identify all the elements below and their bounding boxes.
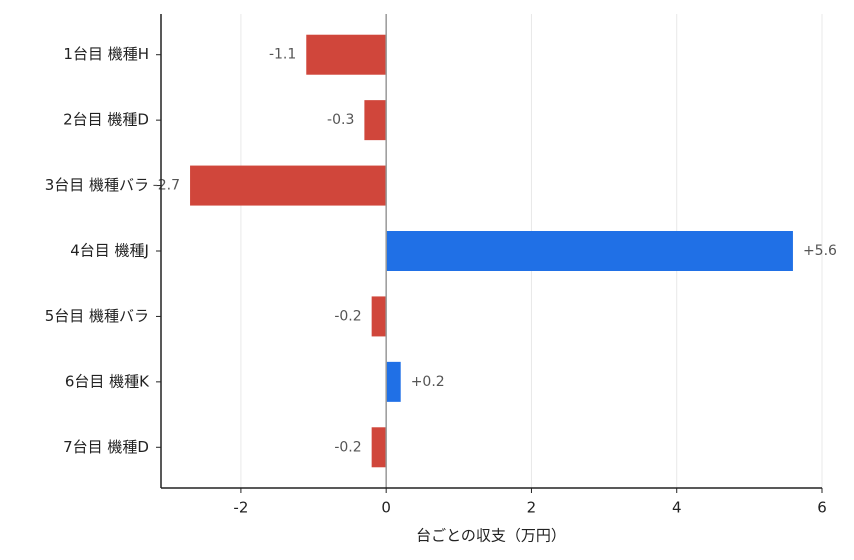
value-label: -1.1 (269, 47, 296, 63)
y-tick-label: 6台目 機種K (65, 372, 150, 390)
x-tick-label: -2 (233, 499, 248, 517)
bar (386, 231, 793, 271)
y-tick-label: 1台目 機種H (63, 45, 149, 63)
y-tick-label: 7台目 機種D (63, 438, 149, 456)
y-tick-label: 4台目 機種J (70, 242, 149, 260)
value-label: -0.2 (334, 308, 361, 324)
value-label: -0.2 (334, 439, 361, 455)
value-label: -0.3 (327, 112, 354, 128)
x-tick-label: 6 (817, 499, 827, 517)
bar (306, 34, 387, 75)
value-label: -2.7 (153, 178, 180, 194)
bar (371, 427, 387, 468)
value-label: +5.6 (803, 243, 837, 259)
x-tick-label: 0 (381, 499, 391, 517)
x-axis-label: 台ごとの収支（万円） (416, 527, 566, 545)
x-tick-label: 2 (527, 499, 537, 517)
y-tick-label: 2台目 機種D (63, 111, 149, 129)
x-tick-label: 4 (672, 499, 682, 517)
y-tick-label: 3台目 機種バラ (45, 176, 149, 194)
bar (386, 361, 401, 402)
bar (190, 165, 387, 206)
y-tick-label: 5台目 機種バラ (45, 307, 149, 325)
value-label: +0.2 (411, 374, 445, 390)
bar (364, 100, 387, 141)
bar (371, 296, 387, 337)
